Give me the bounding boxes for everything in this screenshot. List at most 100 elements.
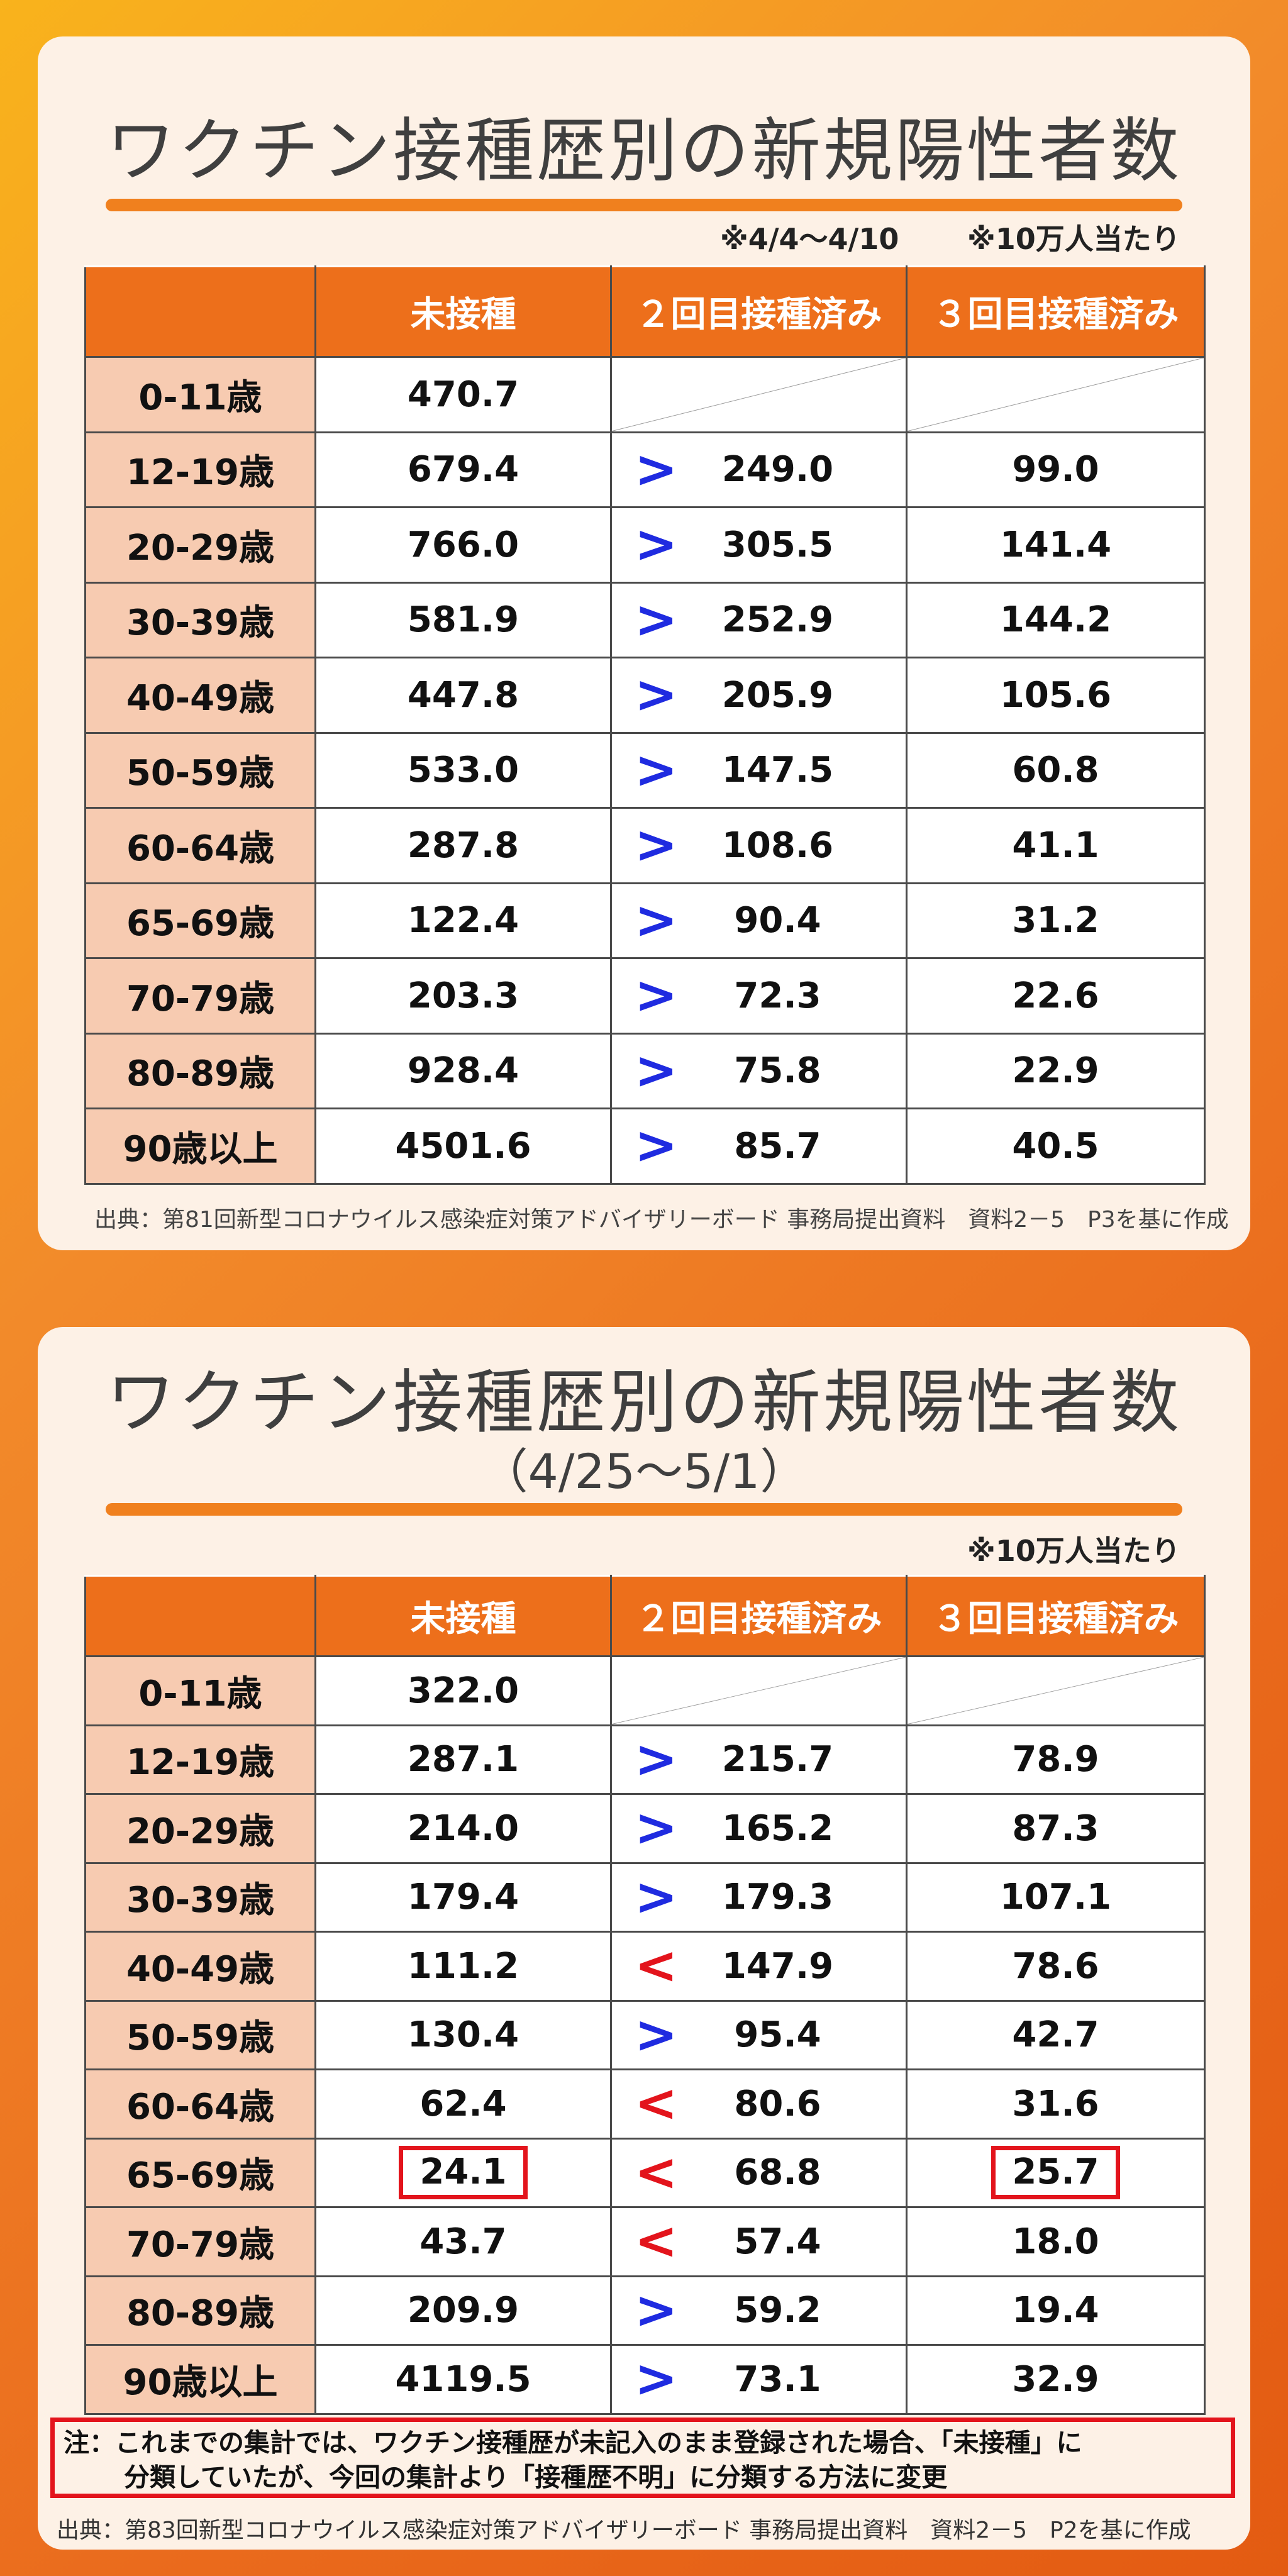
panel2-table: 未接種 ２回目接種済み ３回目接種済み 0-11歳 322.0 12-19歳 287.… — [84, 1575, 1206, 2415]
greater-than-icon: > — [635, 1729, 678, 1789]
reclassification-note: 注：これまでの集計では、ワクチン接種歴が未記入のまま登録された場合、「未接種」に… — [50, 2418, 1235, 2498]
header-unvaccinated: 未接種 — [314, 1575, 612, 1657]
panel1-unit-note: ※10万人当たり — [967, 222, 1180, 256]
age-group-cell: 12-19歳 — [84, 1724, 316, 1795]
table-row: 12-19歳 287.1 >215.7 78.9 — [84, 1724, 1206, 1795]
greater-than-icon: > — [635, 2004, 678, 2065]
less-than-icon: < — [635, 2211, 678, 2272]
greater-than-icon: > — [635, 439, 678, 499]
table-row: 50-59歳 533.0 >147.5 60.8 — [84, 731, 1206, 809]
dose2-value: 59.2 — [734, 2290, 821, 2331]
dose2-cell: <57.4 — [610, 2206, 908, 2277]
age-group-cell: 60-64歳 — [84, 807, 316, 884]
note-line-2: 分類していたが、今回の集計より「接種歴不明」に分類する方法に変更 — [124, 2462, 948, 2492]
greater-than-icon: > — [635, 2349, 678, 2409]
dose2-value: 57.4 — [734, 2221, 821, 2262]
unvaccinated-cell: 470.7 — [314, 356, 612, 433]
age-group-cell: 60-64歳 — [84, 2068, 316, 2140]
table-row: 80-89歳 928.4 >75.8 22.9 — [84, 1032, 1206, 1109]
age-group-cell: 70-79歳 — [84, 2206, 316, 2277]
header-corner — [84, 265, 316, 358]
panel2-subtitle: （4/25～5/1） — [480, 1443, 808, 1499]
age-group-cell: 90歳以上 — [84, 1108, 316, 1185]
age-group-cell: 70-79歳 — [84, 957, 316, 1035]
header-dose3: ３回目接種済み — [906, 1575, 1206, 1657]
table-row: 90歳以上 4119.5 >73.1 32.9 — [84, 2344, 1206, 2415]
table-row: 65-69歳 122.4 >90.4 31.2 — [84, 882, 1206, 959]
dose2-cell: >252.9 — [610, 581, 908, 658]
table-row: 0-11歳 470.7 — [84, 356, 1206, 433]
dose2-cell: >59.2 — [610, 2275, 908, 2346]
dose2-cell: >90.4 — [610, 882, 908, 959]
unvaccinated-cell: 111.2 — [314, 1931, 612, 2002]
panel1-title-underline — [106, 199, 1182, 211]
header-dose2: ２回目接種済み — [610, 265, 908, 358]
greater-than-icon: > — [635, 965, 678, 1026]
dose3-cell: 87.3 — [906, 1793, 1206, 1864]
age-group-cell: 30-39歳 — [84, 581, 316, 658]
less-than-icon: < — [635, 1936, 678, 1996]
greater-than-icon: > — [635, 665, 678, 725]
dose2-value: 179.3 — [721, 1877, 834, 1918]
dose2-value: 68.8 — [734, 2152, 821, 2194]
dose2-cell: >179.3 — [610, 1862, 908, 1933]
dose2-value: 72.3 — [734, 975, 821, 1016]
unvaccinated-cell: 447.8 — [314, 657, 612, 734]
note-line-1: 注：これまでの集計では、ワクチン接種歴が未記入のまま登録された場合、「未接種」に — [64, 2428, 1082, 2458]
unvaccinated-cell: 581.9 — [314, 581, 612, 658]
not-applicable-slash — [612, 358, 906, 431]
dose2-value: 108.6 — [721, 824, 834, 866]
dose3-cell: 144.2 — [906, 581, 1206, 658]
age-group-cell: 0-11歳 — [84, 356, 316, 433]
dose3-cell: 40.5 — [906, 1108, 1206, 1185]
dose2-cell: >305.5 — [610, 506, 908, 584]
panel2-unit-note: ※10万人当たり — [967, 1534, 1180, 1568]
header-dose3: ３回目接種済み — [906, 265, 1206, 358]
unvaccinated-cell: 4119.5 — [314, 2344, 612, 2415]
panel1-source: 出典：第81回新型コロナウイルス感染症対策アドバイザリーボード 事務局提出資料 … — [94, 1207, 1229, 1233]
table-row: 20-29歳 214.0 >165.2 87.3 — [84, 1793, 1206, 1864]
dose3-cell — [906, 1655, 1206, 1726]
dose3-cell: 41.1 — [906, 807, 1206, 884]
panel1-title: ワクチン接種歴別の新規陽性者数 — [106, 111, 1182, 191]
dose2-cell: <147.9 — [610, 1931, 908, 2002]
dose2-value: 147.5 — [721, 750, 834, 791]
dose3-cell: 31.6 — [906, 2068, 1206, 2140]
age-group-cell: 90歳以上 — [84, 2344, 316, 2415]
unvaccinated-cell: 287.1 — [314, 1724, 612, 1795]
not-applicable-slash — [908, 1657, 1204, 1724]
unvaccinated-cell: 928.4 — [314, 1032, 612, 1109]
table-row: 60-64歳 62.4 <80.6 31.6 — [84, 2068, 1206, 2140]
unvaccinated-cell: 214.0 — [314, 1793, 612, 1864]
unvaccinated-cell: 766.0 — [314, 506, 612, 584]
panel1-period-note: ※4/4～4/10 — [720, 222, 899, 256]
greater-than-icon: > — [635, 589, 678, 650]
unvaccinated-cell: 679.4 — [314, 431, 612, 508]
dose2-value: 90.4 — [734, 900, 821, 941]
dose3-cell: 32.9 — [906, 2344, 1206, 2415]
dose3-cell: 105.6 — [906, 657, 1206, 734]
unvaccinated-cell: 209.9 — [314, 2275, 612, 2346]
dose2-value: 147.9 — [721, 1945, 834, 1987]
dose3-cell: 25.7 — [906, 2137, 1206, 2208]
unvaccinated-cell: 322.0 — [314, 1655, 612, 1726]
not-applicable-slash — [908, 358, 1204, 431]
less-than-icon: < — [635, 2142, 678, 2202]
panel-apr4-apr10: ワクチン接種歴別の新規陽性者数 ※4/4～4/10 ※10万人当たり 未接種 ２… — [38, 36, 1250, 1250]
dose2-value: 215.7 — [721, 1739, 834, 1780]
dose3-cell: 107.1 — [906, 1862, 1206, 1933]
dose2-value: 249.0 — [721, 449, 834, 491]
age-group-cell: 50-59歳 — [84, 731, 316, 809]
dose2-cell: >85.7 — [610, 1108, 908, 1185]
age-group-cell: 80-89歳 — [84, 1032, 316, 1109]
dose3-cell: 78.9 — [906, 1724, 1206, 1795]
unvaccinated-cell: 24.1 — [314, 2137, 612, 2208]
age-group-cell: 80-89歳 — [84, 2275, 316, 2346]
table-row: 0-11歳 322.0 — [84, 1655, 1206, 1726]
age-group-cell: 30-39歳 — [84, 1862, 316, 1933]
dose2-value: 252.9 — [721, 599, 834, 641]
dose3-cell: 42.7 — [906, 1999, 1206, 2070]
age-group-cell: 0-11歳 — [84, 1655, 316, 1726]
dose2-cell: >108.6 — [610, 807, 908, 884]
dose2-cell: >72.3 — [610, 957, 908, 1035]
